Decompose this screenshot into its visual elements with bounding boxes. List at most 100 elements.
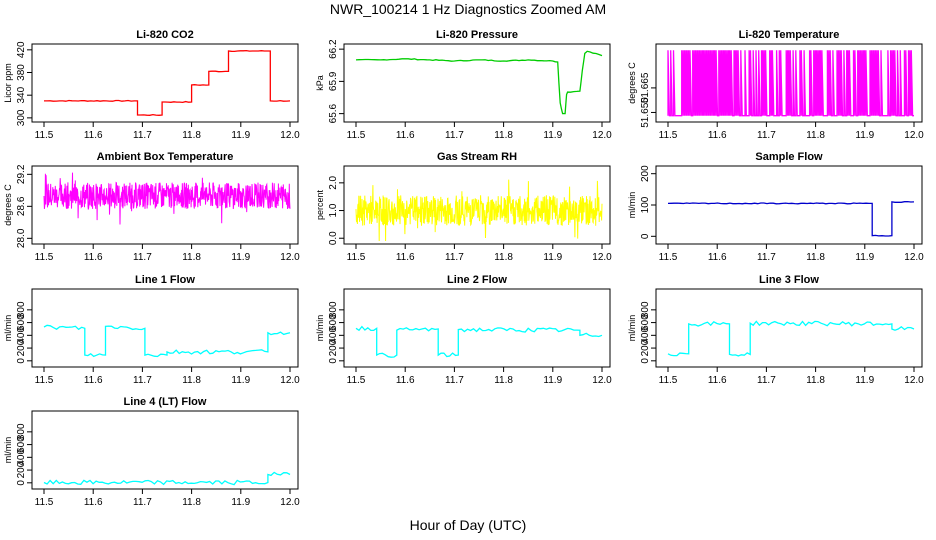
x-tick-label-7-1: 11.6 [396, 375, 415, 386]
plot-frame-7 [343, 288, 611, 368]
y-tick-label-1-0: 65.6 [328, 103, 339, 123]
x-axis-label: Hour of Day (UTC) [409, 517, 527, 533]
y-tick-label-3-0: 28.0 [16, 228, 27, 248]
y-tick-label-3-2: 29.2 [16, 164, 27, 184]
x-tick-label-2-4: 11.9 [855, 130, 874, 141]
y-tick-label-6-1: 200 [16, 339, 27, 356]
x-tick-label-3-0: 11.5 [35, 252, 54, 263]
y-tick-label-9-4: 800 [16, 423, 27, 440]
y-tick-label-0-3: 420 [16, 41, 27, 58]
x-tick-label-3-1: 11.6 [84, 252, 103, 263]
x-tick-label-0-4: 11.9 [231, 130, 250, 141]
plot-title-3: Ambient Box Temperature [97, 151, 234, 163]
data-series-1 [355, 50, 603, 115]
x-tick-label-0-2: 11.7 [133, 130, 152, 141]
y-tick-label-3-1: 28.6 [16, 196, 27, 216]
x-tick-label-9-2: 11.7 [133, 497, 152, 508]
data-series-5 [667, 200, 915, 237]
plot-title-7: Line 2 Flow [447, 274, 507, 286]
x-tick-label-4-5: 12.0 [592, 252, 612, 263]
x-tick-label-8-4: 11.9 [855, 375, 874, 386]
y-tick-label-5-2: 200 [640, 165, 651, 182]
x-tick-label-9-5: 12.0 [280, 497, 300, 508]
y-tick-label-4-0: 0.0 [328, 231, 339, 245]
y-tick-label-9-3: 600 [16, 436, 27, 453]
x-tick-label-9-0: 11.5 [35, 497, 54, 508]
x-tick-label-1-2: 11.7 [445, 130, 464, 141]
y-axis-label-0: Licor ppm [3, 63, 13, 103]
x-tick-label-5-0: 11.5 [659, 252, 678, 263]
y-tick-label-5-1: 100 [640, 196, 651, 213]
y-tick-label-2-1: 51.665 [640, 72, 651, 103]
y-tick-label-7-0: 0 [328, 358, 339, 364]
x-tick-label-7-5: 12.0 [592, 375, 612, 386]
y-tick-label-2-0: 51.650 [640, 97, 651, 128]
y-tick-label-9-0: 0 [16, 480, 27, 486]
y-tick-label-6-2: 400 [16, 327, 27, 344]
x-tick-label-4-1: 11.6 [396, 252, 415, 263]
x-tick-label-6-1: 11.6 [84, 375, 103, 386]
x-tick-label-0-5: 12.0 [280, 130, 300, 141]
y-tick-label-5-0: 0 [640, 233, 651, 239]
x-tick-label-0-3: 11.8 [182, 130, 201, 141]
x-tick-label-4-4: 11.9 [543, 252, 562, 263]
y-tick-label-0-0: 300 [16, 109, 27, 126]
y-axis-label-1: kPa [315, 75, 325, 91]
x-tick-label-6-0: 11.5 [35, 375, 54, 386]
y-axis-label-3: degrees C [3, 184, 13, 226]
data-series-2 [667, 50, 914, 117]
y-axis-label-4: percent [315, 189, 325, 220]
y-tick-label-0-2: 380 [16, 64, 27, 81]
y-axis-label-2: degrees C [627, 62, 637, 104]
x-tick-label-1-5: 12.0 [592, 130, 612, 141]
x-tick-label-5-4: 11.9 [855, 252, 874, 263]
y-tick-label-6-4: 800 [16, 301, 27, 318]
y-axis-label-8: ml/min [627, 315, 637, 342]
x-tick-label-7-4: 11.9 [543, 375, 562, 386]
y-tick-label-0-1: 340 [16, 86, 27, 103]
data-series-8 [667, 320, 915, 357]
x-tick-label-2-2: 11.7 [757, 130, 776, 141]
y-tick-label-8-0: 0 [640, 358, 651, 364]
x-tick-label-9-4: 11.9 [231, 497, 250, 508]
x-tick-label-9-3: 11.8 [182, 497, 201, 508]
x-tick-label-8-1: 11.6 [708, 375, 727, 386]
x-tick-label-1-3: 11.8 [494, 130, 513, 141]
y-tick-label-4-2: 2.0 [328, 175, 339, 189]
data-series-6 [43, 324, 291, 358]
plot-frame-5 [655, 165, 923, 245]
plot-title-8: Line 3 Flow [759, 274, 819, 286]
data-series-4 [355, 179, 603, 242]
figure-title: NWR_100214 1 Hz Diagnostics Zoomed AM [329, 1, 607, 17]
y-tick-label-7-2: 400 [328, 327, 339, 344]
x-tick-label-3-2: 11.7 [133, 252, 152, 263]
x-tick-label-1-4: 11.9 [543, 130, 562, 141]
y-tick-label-6-3: 600 [16, 314, 27, 331]
x-tick-label-8-0: 11.5 [659, 375, 678, 386]
data-series-9 [43, 471, 291, 486]
x-tick-label-6-5: 12.0 [280, 375, 300, 386]
y-axis-label-7: ml/min [315, 315, 325, 342]
x-tick-label-4-2: 11.7 [445, 252, 464, 263]
y-tick-label-9-1: 200 [16, 461, 27, 478]
x-tick-label-6-4: 11.9 [231, 375, 250, 386]
x-tick-label-2-0: 11.5 [659, 130, 678, 141]
plot-frame-1 [343, 43, 611, 123]
y-axis-label-9: ml/min [3, 437, 13, 464]
y-tick-label-1-1: 65.9 [328, 71, 339, 91]
y-tick-label-7-1: 200 [328, 339, 339, 356]
plot-frame-9 [31, 410, 299, 490]
y-tick-label-8-3: 600 [640, 314, 651, 331]
plot-title-9: Line 4 (LT) Flow [124, 396, 207, 408]
x-tick-label-8-5: 12.0 [904, 375, 924, 386]
x-tick-label-7-3: 11.8 [494, 375, 513, 386]
data-series-7 [355, 325, 603, 358]
y-axis-label-5: ml/min [627, 192, 637, 219]
plot-frame-0 [31, 43, 299, 123]
y-tick-label-7-3: 600 [328, 314, 339, 331]
x-tick-label-8-2: 11.7 [757, 375, 776, 386]
x-tick-label-3-4: 11.9 [231, 252, 250, 263]
x-tick-label-2-3: 11.8 [806, 130, 825, 141]
plot-frame-8 [655, 288, 923, 368]
